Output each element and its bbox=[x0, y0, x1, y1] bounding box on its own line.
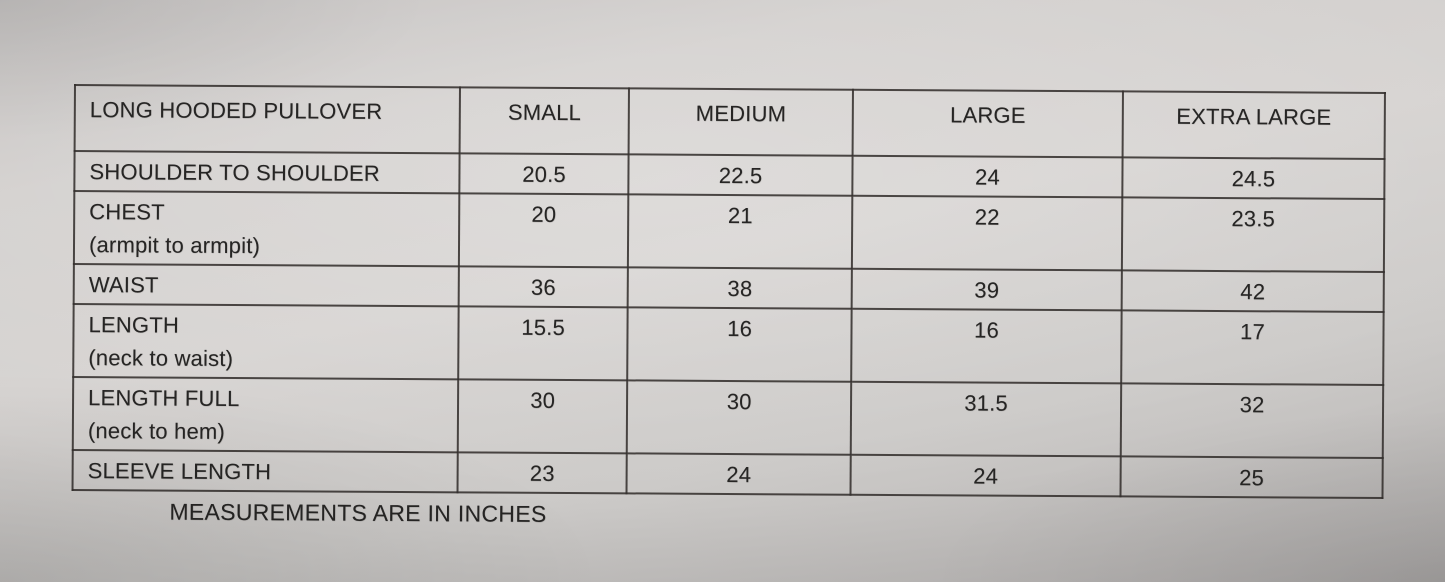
cell-value: 24 bbox=[626, 453, 851, 495]
cell-value: 20 bbox=[459, 193, 629, 268]
cell-value: 24 bbox=[852, 155, 1123, 198]
table-row-length: LENGTH (neck to waist) 15.5 16 16 17 bbox=[73, 304, 1384, 386]
row-label: SHOULDER TO SHOULDER bbox=[74, 151, 460, 194]
cell-value: 23 bbox=[457, 452, 627, 494]
table-row-length-full: LENGTH FULL (neck to hem) 30 30 31.5 32 bbox=[72, 377, 1384, 459]
size-chart-sheet: LONG HOODED PULLOVER SMALL MEDIUM LARGE … bbox=[71, 84, 1386, 533]
cell-value: 16 bbox=[627, 307, 852, 382]
table-row-chest: CHEST (armpit to armpit) 20 21 22 23.5 bbox=[73, 191, 1385, 273]
cell-value: 24.5 bbox=[1122, 157, 1385, 200]
cell-value: 31.5 bbox=[850, 381, 1122, 457]
measurements-footnote: MEASUREMENTS ARE IN INCHES bbox=[169, 498, 547, 527]
row-label: SLEEVE LENGTH bbox=[72, 449, 458, 493]
row-label: WAIST bbox=[73, 264, 460, 307]
row-sublabel: (neck to waist) bbox=[88, 345, 234, 371]
row-label-cell: LENGTH (neck to waist) bbox=[73, 304, 459, 380]
column-header-large: LARGE bbox=[852, 89, 1123, 158]
cell-value: 39 bbox=[851, 268, 1122, 311]
cell-value: 22.5 bbox=[628, 154, 853, 196]
cell-value: 38 bbox=[627, 267, 852, 309]
cell-value: 24 bbox=[850, 454, 1121, 497]
column-header-small: SMALL bbox=[459, 87, 630, 155]
table-title-cell: LONG HOODED PULLOVER bbox=[74, 85, 461, 154]
cell-value: 32 bbox=[1120, 383, 1384, 459]
row-label-cell: CHEST (armpit to armpit) bbox=[73, 191, 460, 267]
table-row-sleeve-length: SLEEVE LENGTH 23 24 24 25 bbox=[72, 449, 1383, 499]
row-label: LENGTH FULL bbox=[88, 385, 240, 412]
cell-value: 30 bbox=[626, 380, 852, 455]
cell-value: 17 bbox=[1121, 310, 1384, 386]
cell-value: 15.5 bbox=[458, 306, 628, 381]
column-header-medium: MEDIUM bbox=[628, 88, 854, 156]
cell-value: 42 bbox=[1121, 270, 1384, 313]
row-sublabel: (neck to hem) bbox=[87, 418, 226, 444]
row-label: LENGTH bbox=[88, 312, 180, 338]
row-sublabel: (armpit to armpit) bbox=[88, 232, 261, 259]
column-header-extra-large: EXTRA LARGE bbox=[1122, 91, 1385, 160]
cell-value: 20.5 bbox=[459, 153, 629, 195]
size-chart-table: LONG HOODED PULLOVER SMALL MEDIUM LARGE … bbox=[72, 84, 1386, 499]
row-label-cell: LENGTH FULL (neck to hem) bbox=[72, 377, 459, 453]
cell-value: 21 bbox=[627, 194, 853, 269]
row-label: CHEST bbox=[89, 199, 165, 225]
cell-value: 25 bbox=[1120, 456, 1383, 499]
cell-value: 16 bbox=[851, 308, 1122, 384]
cell-value: 30 bbox=[457, 379, 628, 454]
cell-value: 23.5 bbox=[1121, 197, 1385, 273]
cell-value: 22 bbox=[851, 195, 1123, 271]
cell-value: 36 bbox=[458, 266, 628, 308]
table-header-row: LONG HOODED PULLOVER SMALL MEDIUM LARGE … bbox=[74, 85, 1385, 160]
